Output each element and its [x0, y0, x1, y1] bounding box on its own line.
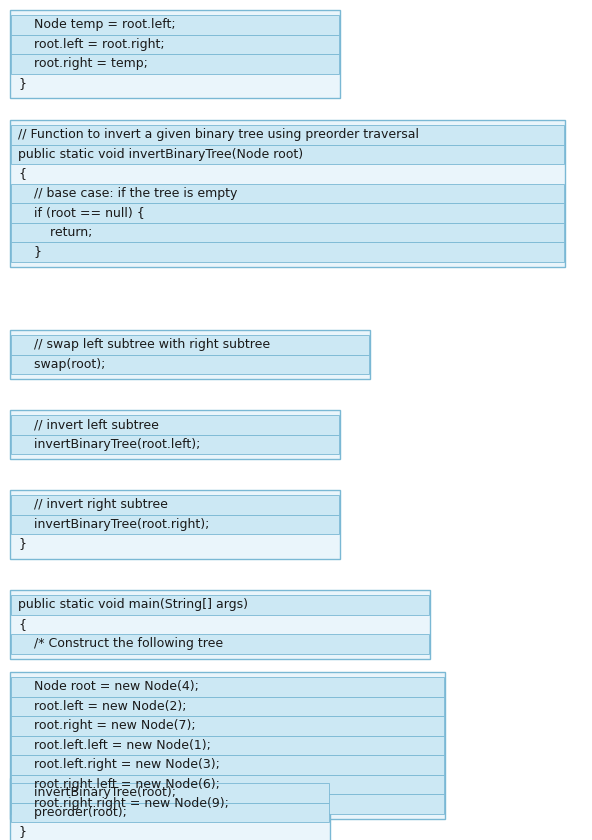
Bar — [11, 223, 564, 242]
Text: // swap left subtree with right subtree: // swap left subtree with right subtree — [18, 339, 270, 351]
Bar — [10, 330, 370, 379]
Bar — [11, 54, 339, 73]
Bar — [11, 736, 444, 755]
Bar — [11, 696, 444, 716]
Text: // base case: if the tree is empty: // base case: if the tree is empty — [18, 186, 237, 200]
Text: preorder(root);: preorder(root); — [18, 806, 127, 819]
Bar — [11, 774, 444, 794]
Bar — [11, 755, 444, 774]
Bar — [11, 183, 564, 203]
Text: root.left.left = new Node(1);: root.left.left = new Node(1); — [18, 738, 211, 752]
Bar — [10, 778, 330, 840]
Text: }: } — [18, 538, 26, 550]
Text: Node temp = root.left;: Node temp = root.left; — [18, 18, 176, 31]
Text: // Function to invert a given binary tree using preorder traversal: // Function to invert a given binary tre… — [18, 129, 419, 141]
Bar — [11, 495, 339, 514]
Bar — [10, 410, 340, 459]
Bar — [11, 125, 564, 144]
Text: root.right = temp;: root.right = temp; — [18, 57, 148, 71]
Bar — [11, 595, 429, 615]
Text: root.right.right = new Node(9);: root.right.right = new Node(9); — [18, 797, 229, 811]
Bar — [11, 514, 339, 534]
Bar — [11, 34, 339, 54]
Bar — [10, 490, 340, 559]
Text: Node root = new Node(4);: Node root = new Node(4); — [18, 680, 199, 693]
Bar — [11, 335, 369, 354]
Bar — [11, 15, 339, 34]
Text: root.left.right = new Node(3);: root.left.right = new Node(3); — [18, 759, 220, 771]
Bar — [10, 590, 430, 659]
Text: public static void invertBinaryTree(Node root): public static void invertBinaryTree(Node… — [18, 148, 303, 160]
Bar — [11, 144, 564, 164]
Text: public static void main(String[] args): public static void main(String[] args) — [18, 598, 248, 612]
Bar — [11, 716, 444, 736]
Bar — [11, 677, 444, 696]
Bar — [11, 802, 329, 822]
Bar — [10, 672, 445, 818]
Bar — [11, 783, 329, 802]
Bar — [11, 203, 564, 223]
Text: {: { — [18, 617, 26, 631]
Text: if (root == null) {: if (root == null) { — [18, 207, 145, 219]
Text: invertBinaryTree(root.left);: invertBinaryTree(root.left); — [18, 438, 200, 451]
Text: }: } — [18, 825, 26, 838]
Bar — [10, 10, 340, 98]
Text: root.right = new Node(7);: root.right = new Node(7); — [18, 719, 195, 732]
Text: // invert left subtree: // invert left subtree — [18, 418, 159, 431]
Text: invertBinaryTree(root.right);: invertBinaryTree(root.right); — [18, 517, 210, 531]
Text: }: } — [18, 245, 42, 258]
Bar — [11, 242, 564, 261]
Bar — [11, 634, 429, 654]
Text: /* Construct the following tree: /* Construct the following tree — [18, 638, 223, 650]
Text: {: { — [18, 167, 26, 181]
Bar — [10, 120, 565, 266]
Text: root.left = root.right;: root.left = root.right; — [18, 38, 165, 50]
Bar — [11, 794, 444, 813]
Text: swap(root);: swap(root); — [18, 358, 105, 370]
Text: root.left = new Node(2);: root.left = new Node(2); — [18, 700, 186, 713]
Bar — [11, 415, 339, 434]
Bar — [11, 354, 369, 374]
Text: }: } — [18, 76, 26, 90]
Text: root.right.left = new Node(6);: root.right.left = new Node(6); — [18, 778, 220, 790]
Text: // invert right subtree: // invert right subtree — [18, 498, 168, 512]
Text: invertBinaryTree(root);: invertBinaryTree(root); — [18, 786, 176, 799]
Bar — [11, 434, 339, 454]
Text: return;: return; — [18, 226, 92, 239]
